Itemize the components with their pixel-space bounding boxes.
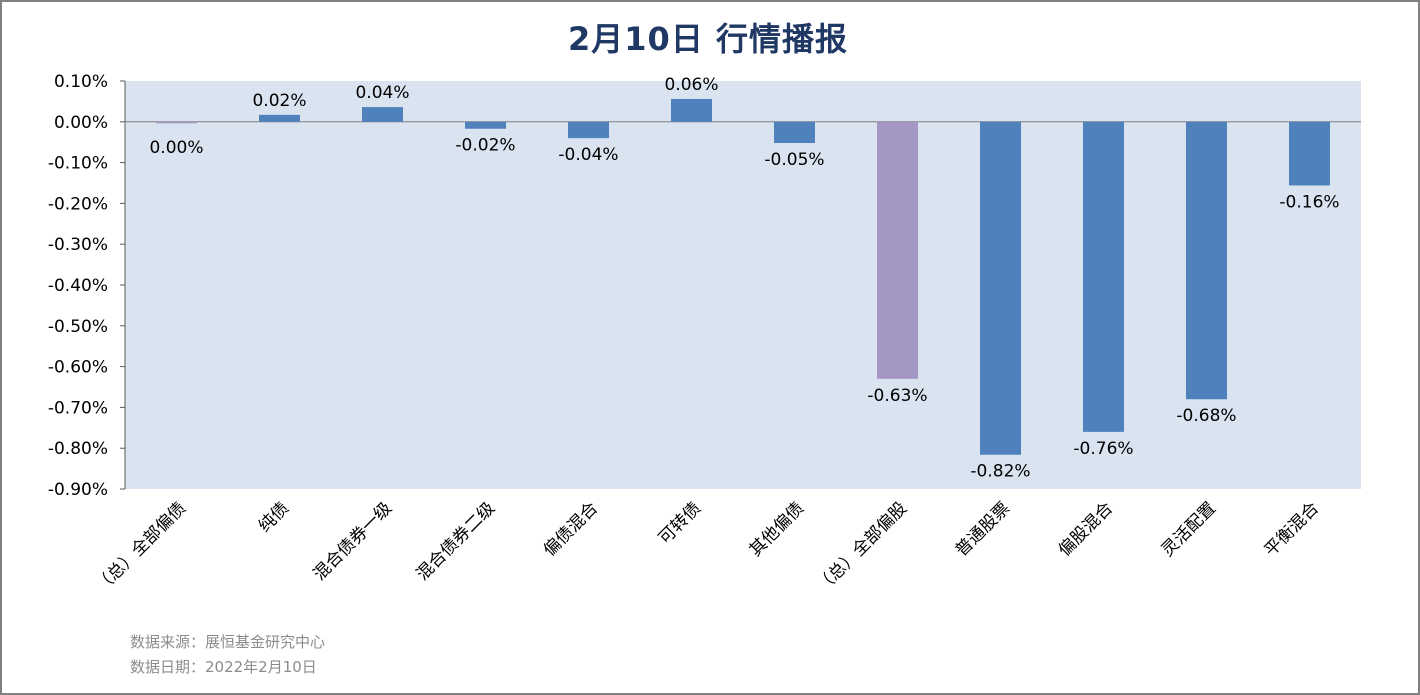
- data-label: -0.02%: [455, 136, 515, 156]
- y-tick-label: -0.60%: [48, 358, 108, 378]
- data-label: -0.82%: [970, 462, 1030, 482]
- y-tick-label: -0.10%: [48, 154, 108, 174]
- category-label: 偏股混合: [1055, 498, 1117, 560]
- chart-title: 2月10日 行情播报: [568, 20, 848, 58]
- data-label: 0.02%: [252, 91, 306, 111]
- category-label: 平衡混合: [1261, 498, 1323, 560]
- y-tick-label: -0.20%: [48, 194, 108, 214]
- category-label: （总）全部偏股: [813, 498, 911, 596]
- data-label: -0.68%: [1176, 406, 1236, 426]
- category-label: 可转债: [655, 498, 705, 548]
- data-label: -0.04%: [558, 145, 618, 165]
- category-label: （总）全部偏债: [92, 498, 190, 596]
- bar: [980, 121, 1021, 455]
- category-label: 其他偏债: [746, 498, 808, 560]
- category-label: 灵活配置: [1158, 498, 1220, 560]
- y-tick-label: -0.90%: [48, 480, 108, 500]
- data-label: 0.04%: [355, 83, 409, 103]
- bar: [774, 121, 815, 144]
- data-label: -0.16%: [1279, 192, 1339, 212]
- bar: [1083, 121, 1124, 432]
- bar: [156, 121, 197, 124]
- bar: [259, 114, 300, 122]
- y-tick-label: -0.40%: [48, 276, 108, 296]
- bar: [877, 121, 918, 379]
- y-tick-label: -0.70%: [48, 398, 108, 418]
- bar: [1289, 121, 1330, 186]
- y-tick-label: -0.50%: [48, 317, 108, 337]
- bar: [465, 121, 506, 129]
- plot-area: [125, 81, 1361, 489]
- data-label: -0.76%: [1073, 439, 1133, 459]
- data-label: -0.63%: [867, 386, 927, 406]
- category-label: 混合债券一级: [310, 498, 396, 584]
- category-label: 混合债券二级: [413, 498, 499, 584]
- y-tick-label: 0.10%: [54, 72, 108, 92]
- data-date-note: 数据日期：2022年2月10日: [130, 658, 317, 676]
- data-label: 0.00%: [149, 138, 203, 158]
- category-label: 普通股票: [952, 498, 1014, 560]
- category-label: 偏债混合: [540, 498, 602, 560]
- data-source-note: 数据来源：展恒基金研究中心: [130, 633, 326, 651]
- bar: [671, 98, 712, 122]
- bar: [362, 107, 403, 122]
- bar: [1186, 121, 1227, 400]
- category-label: 纯债: [255, 498, 293, 536]
- y-tick-label: 0.00%: [54, 113, 108, 133]
- y-tick-label: -0.30%: [48, 235, 108, 255]
- data-label: 0.06%: [664, 75, 718, 95]
- bar: [568, 121, 609, 139]
- data-label: -0.05%: [764, 150, 824, 170]
- y-tick-label: -0.80%: [48, 439, 108, 459]
